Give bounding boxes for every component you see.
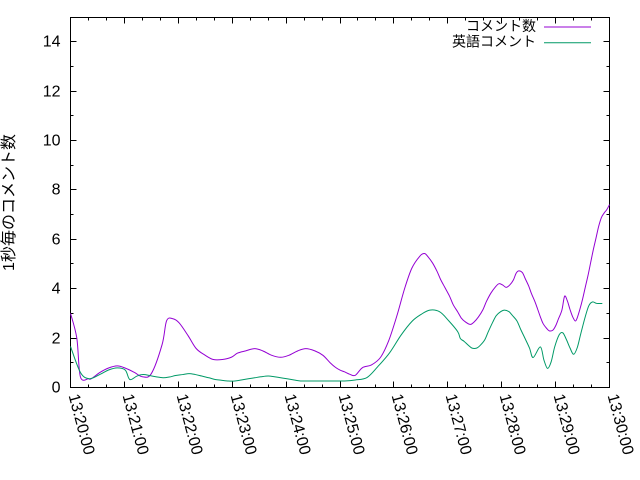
svg-text:12: 12 xyxy=(43,84,61,101)
svg-text:コメント数: コメント数 xyxy=(466,18,536,34)
svg-text:14: 14 xyxy=(43,34,61,51)
svg-text:4: 4 xyxy=(52,281,61,298)
svg-text:0: 0 xyxy=(52,380,61,397)
svg-text:8: 8 xyxy=(52,182,61,199)
svg-text:1秒毎のコメント数: 1秒毎のコメント数 xyxy=(0,134,18,271)
svg-text:6: 6 xyxy=(52,232,61,249)
svg-text:英語コメント: 英語コメント xyxy=(452,34,536,50)
svg-text:2: 2 xyxy=(52,331,61,348)
svg-text:10: 10 xyxy=(43,133,61,150)
